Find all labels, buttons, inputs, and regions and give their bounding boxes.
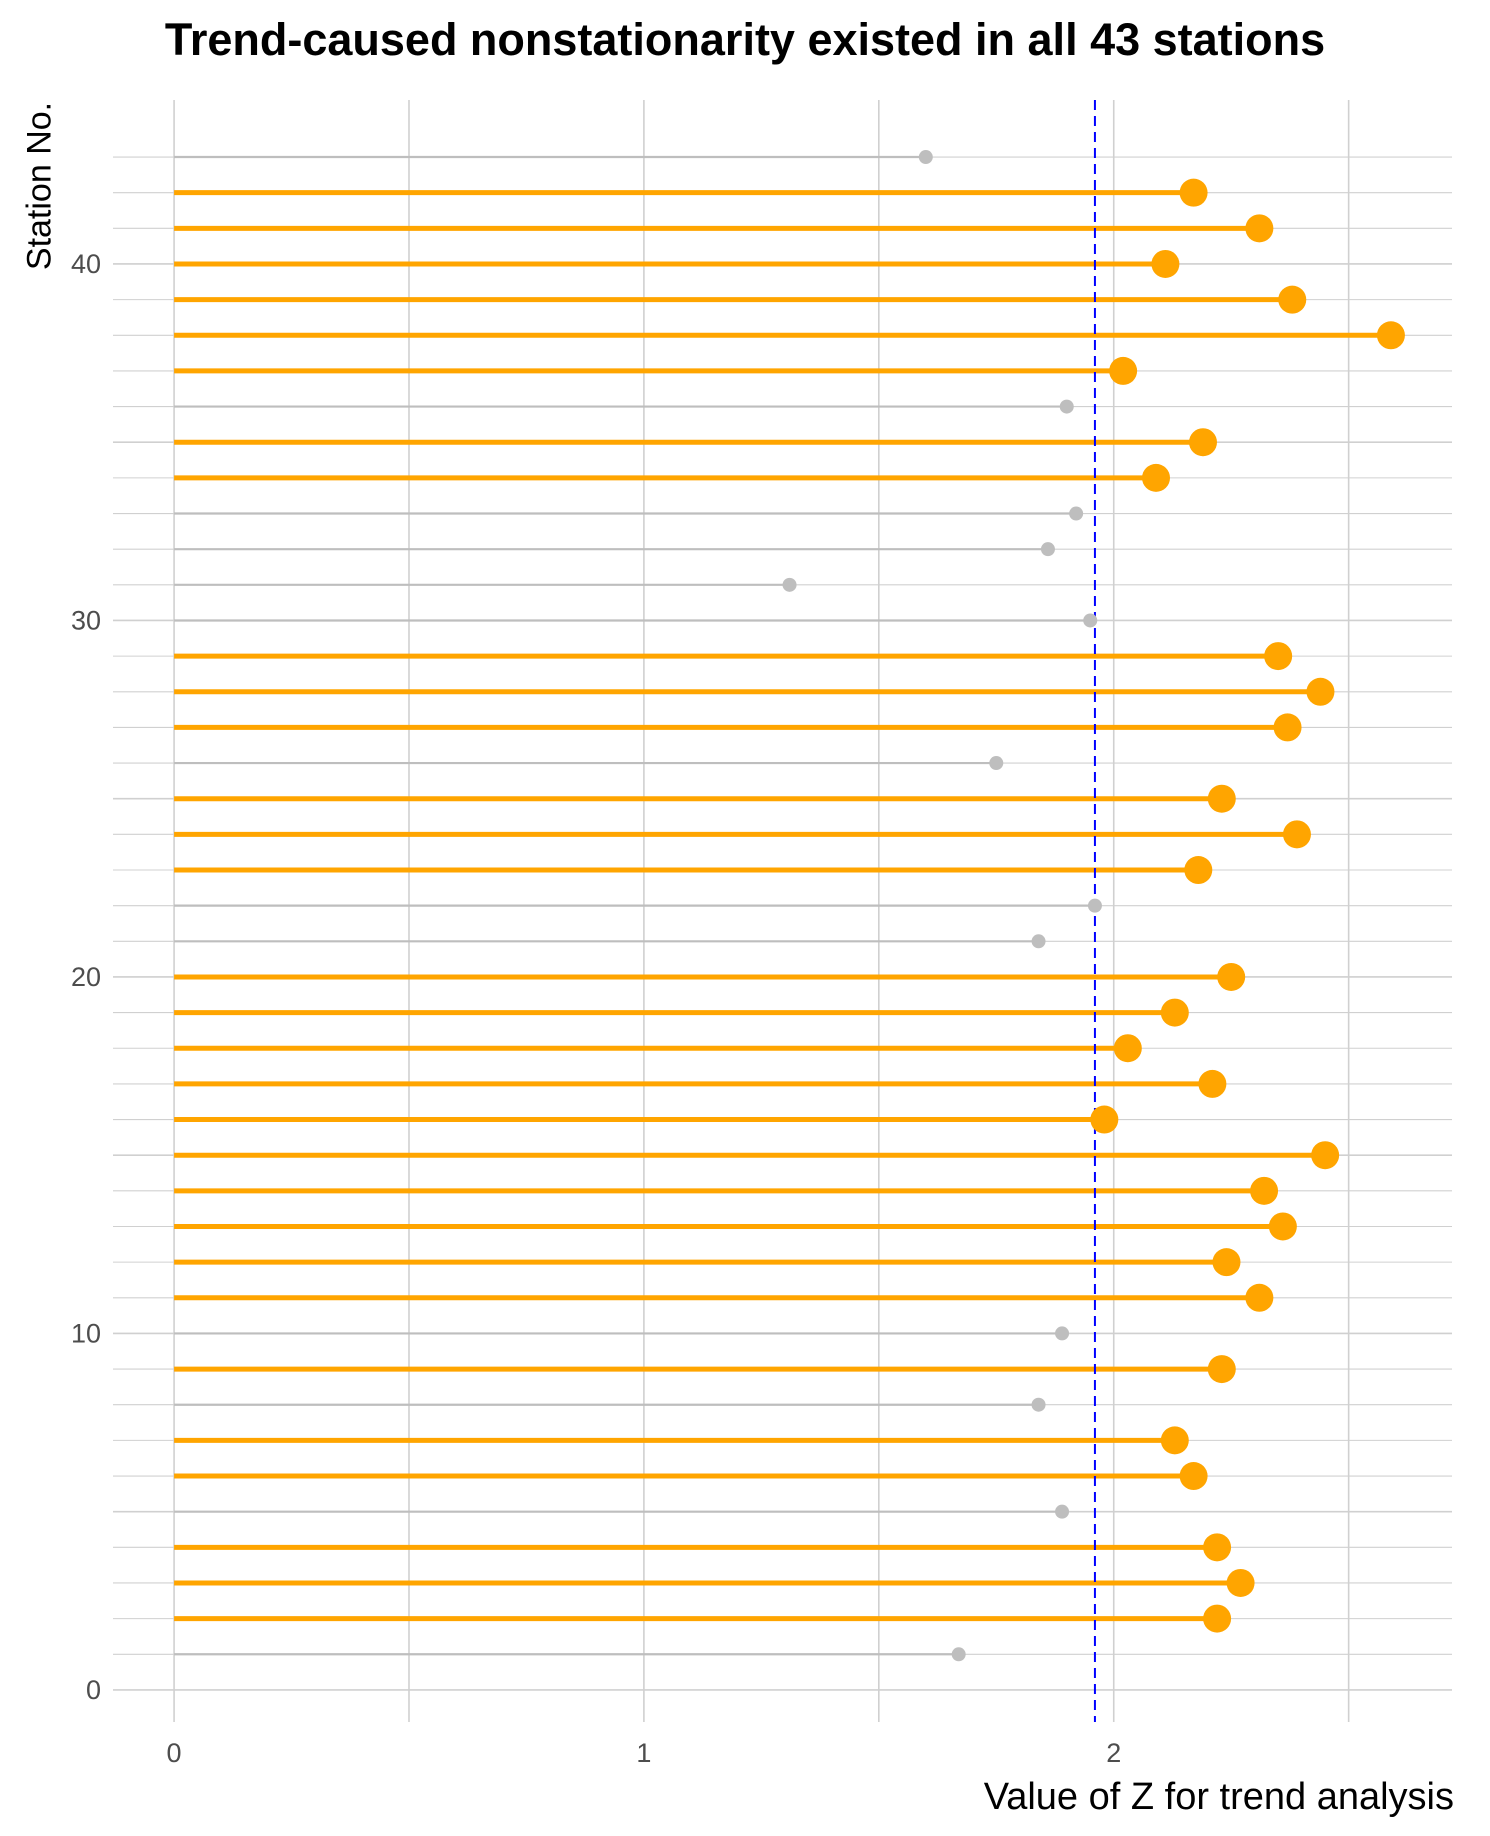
point-significant — [1160, 1426, 1189, 1455]
point-not-significant — [1031, 1397, 1046, 1412]
y-tick-label: 0 — [86, 1675, 101, 1705]
x-tick-label: 0 — [167, 1738, 182, 1768]
chart-title: Trend-caused nonstationarity existed in … — [164, 14, 1326, 65]
grid-minor-x — [408, 100, 1350, 1722]
x-tick-label: 1 — [636, 1738, 651, 1768]
point-significant — [1278, 285, 1307, 314]
point-significant — [1207, 784, 1236, 813]
point-significant — [1160, 998, 1189, 1027]
point-significant — [1245, 214, 1274, 243]
x-tick-label: 2 — [1106, 1738, 1121, 1768]
point-significant — [1282, 820, 1311, 849]
point-significant — [1212, 1248, 1241, 1277]
point-significant — [1203, 1533, 1232, 1562]
point-significant — [1179, 178, 1208, 207]
y-axis-label: Station No. — [20, 101, 59, 271]
y-tick-label: 20 — [71, 962, 101, 992]
point-not-significant — [1055, 1326, 1070, 1341]
point-significant — [1207, 1355, 1236, 1384]
grid-major-x — [173, 100, 1115, 1722]
x-tick-labels: 0 1 2 — [167, 1738, 1122, 1768]
point-significant — [1184, 856, 1213, 885]
point-not-significant — [989, 756, 1004, 771]
point-significant — [1226, 1568, 1255, 1597]
point-significant — [1245, 1283, 1274, 1312]
point-not-significant — [1055, 1504, 1070, 1519]
y-tick-label: 40 — [71, 249, 101, 279]
point-significant — [1273, 713, 1302, 742]
point-significant — [1113, 1034, 1142, 1063]
point-significant — [1376, 321, 1405, 350]
point-significant — [1264, 642, 1293, 671]
point-significant — [1109, 356, 1138, 385]
point-significant — [1142, 463, 1171, 492]
y-tick-label: 30 — [71, 605, 101, 635]
y-tick-labels: 0 10 20 30 40 — [71, 249, 101, 1705]
point-not-significant — [1083, 613, 1098, 628]
point-not-significant — [1031, 934, 1046, 949]
point-significant — [1311, 1141, 1340, 1170]
point-not-significant — [782, 577, 797, 592]
point-significant — [1306, 677, 1335, 706]
point-significant — [1151, 249, 1180, 278]
point-significant — [1188, 428, 1217, 457]
point-significant — [1250, 1176, 1279, 1205]
point-significant — [1198, 1069, 1227, 1098]
point-not-significant — [918, 150, 933, 165]
point-significant — [1179, 1462, 1208, 1491]
point-significant — [1268, 1212, 1297, 1241]
x-axis-label: Value of Z for trend analysis — [983, 1776, 1454, 1818]
lollipop-segments — [174, 155, 1391, 1656]
y-tick-label: 10 — [71, 1318, 101, 1348]
lollipop-points — [782, 150, 1405, 1662]
point-significant — [1217, 962, 1246, 991]
point-not-significant — [1069, 506, 1084, 521]
point-not-significant — [951, 1647, 966, 1662]
point-not-significant — [1040, 542, 1055, 557]
point-significant — [1203, 1604, 1232, 1633]
point-not-significant — [1087, 898, 1102, 913]
point-significant — [1090, 1105, 1119, 1134]
grid-y — [113, 156, 1452, 1691]
point-not-significant — [1059, 399, 1074, 414]
